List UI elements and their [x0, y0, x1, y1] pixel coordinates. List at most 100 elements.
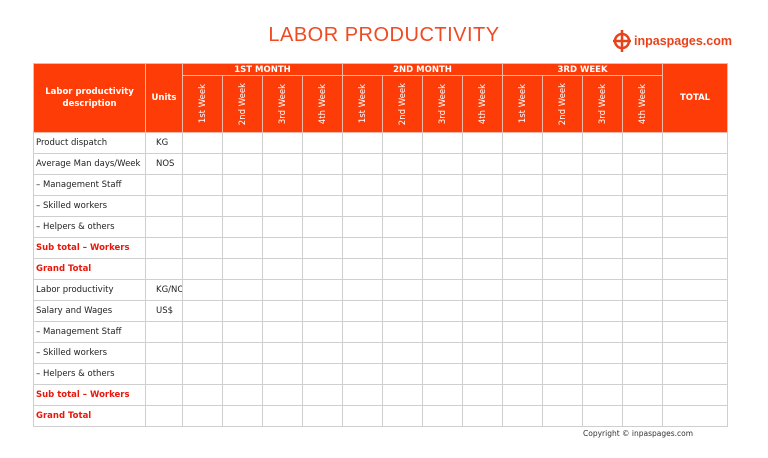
week-header: 4th Week — [301, 75, 344, 133]
table-row: – Skilled workers — [33, 342, 729, 364]
cell — [622, 342, 664, 364]
cell — [382, 195, 424, 217]
cell — [182, 258, 223, 280]
cell — [662, 363, 729, 385]
table-row: – Helpers & others — [33, 363, 729, 385]
cell — [222, 132, 263, 154]
cell — [382, 279, 424, 301]
cell — [182, 195, 223, 217]
row-description: – Helpers & others — [33, 363, 146, 385]
cell — [462, 384, 504, 406]
cell — [502, 384, 544, 406]
row-units — [145, 174, 183, 196]
cell — [582, 195, 624, 217]
cell — [502, 342, 544, 364]
week-header: 2nd Week — [382, 75, 424, 133]
cell — [301, 321, 344, 343]
row-units — [145, 405, 183, 427]
cell — [342, 279, 384, 301]
cell — [382, 237, 424, 259]
cell — [662, 279, 729, 301]
cell — [622, 363, 664, 385]
cell — [622, 300, 664, 322]
week-label: 4th Week — [637, 83, 648, 125]
week-header: 3rd Week — [422, 75, 464, 133]
group-header: 2ND MONTH — [342, 63, 504, 76]
cell — [662, 384, 729, 406]
cell — [462, 342, 504, 364]
cell — [382, 405, 424, 427]
row-units — [145, 363, 183, 385]
cell — [502, 174, 544, 196]
week-label: 3rd Week — [437, 83, 448, 125]
cell — [502, 300, 544, 322]
week-header: 3rd Week — [582, 75, 624, 133]
cell — [582, 384, 624, 406]
cell — [582, 405, 624, 427]
cell — [422, 342, 464, 364]
cell — [382, 300, 424, 322]
cell — [502, 153, 544, 175]
cell — [382, 384, 424, 406]
row-description: – Skilled workers — [33, 195, 146, 217]
week-label: 2nd Week — [397, 82, 408, 126]
cell — [542, 279, 584, 301]
week-header: 1st Week — [342, 75, 384, 133]
units-header: Units — [145, 63, 183, 133]
week-header: 1st Week — [502, 75, 544, 133]
cell — [502, 258, 544, 280]
week-label: 2nd Week — [237, 82, 248, 126]
cell — [301, 384, 344, 406]
cell — [222, 237, 263, 259]
cell — [301, 153, 344, 175]
cell — [622, 405, 664, 427]
cell — [622, 132, 664, 154]
cell — [502, 237, 544, 259]
cell — [622, 153, 664, 175]
cell — [262, 132, 303, 154]
cell — [582, 342, 624, 364]
cell — [301, 363, 344, 385]
cell — [262, 216, 303, 238]
cell — [462, 195, 504, 217]
cell — [462, 300, 504, 322]
cell — [502, 321, 544, 343]
cell — [262, 174, 303, 196]
cell — [422, 237, 464, 259]
cell — [422, 195, 464, 217]
cell — [582, 174, 624, 196]
week-header: 2nd Week — [222, 75, 263, 133]
cell — [542, 216, 584, 238]
cell — [182, 132, 223, 154]
table-row: Product dispatch KG — [33, 132, 729, 154]
cell — [222, 363, 263, 385]
cell — [222, 195, 263, 217]
row-description: Grand Total — [33, 405, 146, 427]
cell — [182, 405, 223, 427]
cell — [662, 153, 729, 175]
cell — [462, 258, 504, 280]
cell — [262, 384, 303, 406]
week-label: 1st Week — [357, 84, 368, 124]
table-row: – Skilled workers — [33, 195, 729, 217]
cell — [182, 342, 223, 364]
week-label: 1st Week — [517, 84, 528, 124]
table-row: Average Man days/Week NOS — [33, 153, 729, 175]
group-header: 3RD WEEK — [502, 63, 664, 76]
week-label: 4th Week — [477, 83, 488, 125]
cell — [582, 258, 624, 280]
cell — [542, 153, 584, 175]
cell — [262, 237, 303, 259]
cell — [342, 300, 384, 322]
cell — [622, 216, 664, 238]
cell — [462, 279, 504, 301]
table-row: Salary and Wages US$ — [33, 300, 729, 322]
cell — [222, 153, 263, 175]
cell — [542, 321, 584, 343]
week-label: 2nd Week — [557, 82, 568, 126]
cell — [422, 405, 464, 427]
cell — [342, 342, 384, 364]
cell — [301, 132, 344, 154]
description-header: Labor productivity description — [33, 63, 146, 133]
cell — [301, 174, 344, 196]
